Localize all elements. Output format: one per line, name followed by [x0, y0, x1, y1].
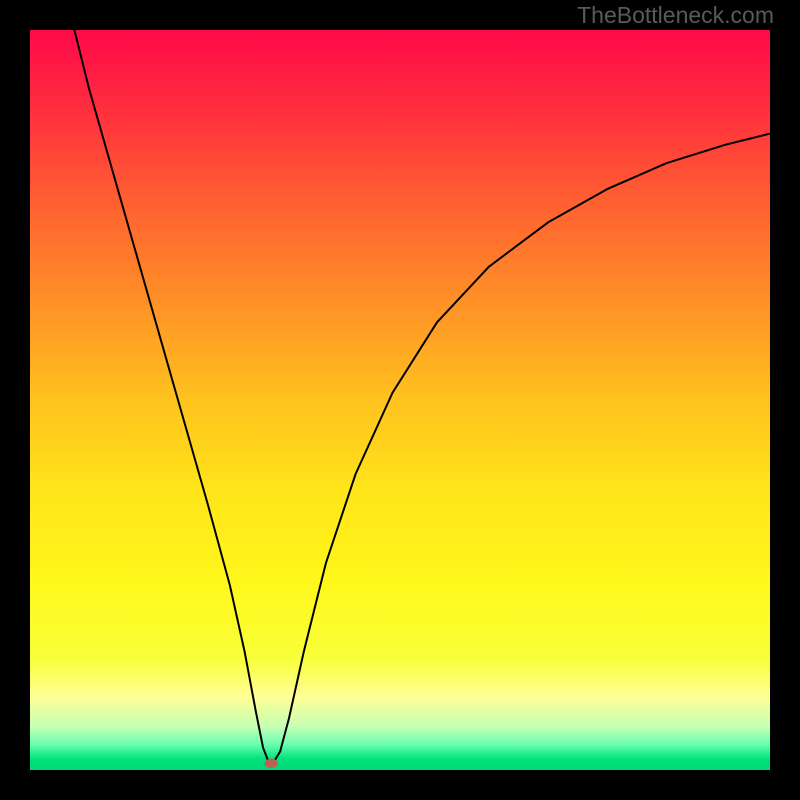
chart-svg — [0, 0, 800, 800]
watermark-text: TheBottleneck.com — [577, 2, 774, 29]
chart-root: TheBottleneck.com — [0, 0, 800, 800]
plot-background — [30, 30, 770, 770]
optimal-point-marker — [265, 759, 278, 769]
